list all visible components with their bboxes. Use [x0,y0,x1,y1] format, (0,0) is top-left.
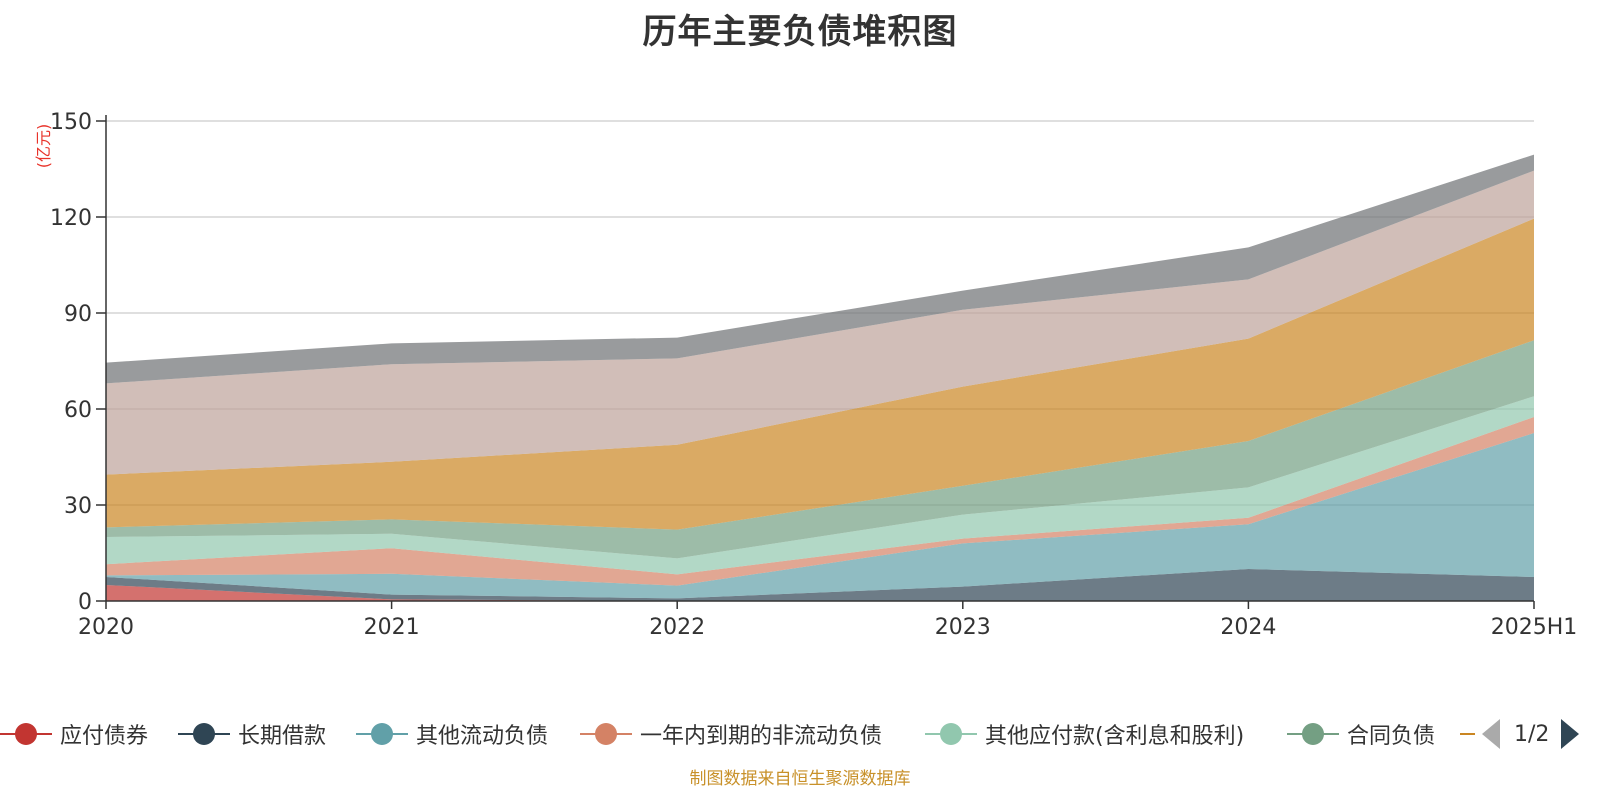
area-series-8 [106,154,1534,384]
legend-swatch-icon [0,723,52,745]
legend-swatch-icon [1460,733,1475,735]
legend: 应付债券 长期借款 其他流动负债 一年内到期的非流动负债 其他应付款(含利息和股利) 合同… [0,717,1600,753]
y-tick-label: 150 [50,110,92,135]
y-tick-label: 30 [64,494,92,519]
x-tick-label: 2023 [935,615,991,640]
legend-label: 应付债券 [60,724,149,749]
legend-label: 合同负债 [1347,724,1436,749]
y-tick-label: 0 [78,590,92,615]
legend-label: 其他应付款(含利息和股利) [985,724,1245,749]
legend-item[interactable]: 合同负债 [1287,717,1435,751]
y-tick-label: 60 [64,398,92,423]
legend-items: 应付债券 长期借款 其他流动负债 一年内到期的非流动负债 其他应付款(含利息和股利) 合同… [0,717,1475,753]
legend-swatch-icon [925,723,977,745]
legend-label: 长期借款 [238,724,327,749]
legend-item[interactable]: 其他流动负债 [356,717,548,751]
area-series-5 [106,340,1534,559]
area-series-2 [106,433,1534,599]
legend-swatch-icon [356,723,408,745]
chart-title: 历年主要负债堆积图 [642,12,958,52]
y-tick-label: 120 [50,206,92,231]
legend-pager: 1/2 [1482,717,1580,751]
area-series-0 [106,585,1534,601]
legend-page-indicator: 1/2 [1514,721,1550,747]
source-note: 制图数据来自恒生聚源数据库 [689,769,911,789]
legend-item[interactable]: 长期借款 [178,717,326,751]
legend-item[interactable]: 应付债券 [0,717,148,751]
legend-item[interactable]: 一年内到期的非流动负债 [580,717,882,751]
area-series-6 [106,218,1534,530]
legend-swatch-icon [1287,723,1339,745]
x-tick-label: 2022 [649,615,705,640]
chart-plot: 0 30 60 90 120 150 2020 2021 2022 2023 2024 2025H1 (… [34,110,1578,640]
area-series-4 [106,396,1534,575]
legend-item[interactable]: 其他应付款(含利息和股利) [925,717,1244,751]
legend-prev-arrow-icon[interactable] [1482,719,1500,749]
x-tick-label: 2021 [364,615,420,640]
legend-next-arrow-icon[interactable] [1561,719,1580,749]
x-tick-label: 2024 [1220,615,1276,640]
legend-label: 一年内到期的非流动负债 [640,724,883,749]
area-series-1 [106,569,1534,601]
x-tick-label: 2025H1 [1491,615,1578,640]
legend-label: 其他流动负债 [416,724,549,749]
area-series-3 [106,417,1534,586]
area-series-7 [106,170,1534,475]
legend-swatch-icon [580,723,632,745]
y-axis-unit-label: (亿元) [34,124,53,169]
y-tick-label: 90 [64,302,92,327]
x-tick-label: 2020 [78,615,134,640]
legend-item[interactable] [1460,717,1475,751]
legend-swatch-icon [178,723,230,745]
